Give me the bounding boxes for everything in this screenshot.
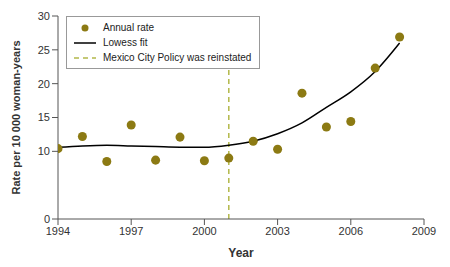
svg-text:2009: 2009 — [412, 225, 436, 237]
svg-text:Rate per 10 000 woman-years: Rate per 10 000 woman-years — [10, 40, 22, 194]
svg-text:0: 0 — [44, 213, 50, 225]
svg-text:25: 25 — [38, 44, 50, 56]
svg-text:1997: 1997 — [119, 225, 143, 237]
svg-text:15: 15 — [38, 111, 50, 123]
svg-text:Year: Year — [228, 246, 254, 259]
svg-text:10: 10 — [38, 145, 50, 157]
html-text:Annual rate: Annual rate — [103, 22, 155, 33]
svg-text:20: 20 — [38, 78, 50, 90]
svg-text:1994: 1994 — [46, 225, 70, 237]
html-text:Lowess fit: Lowess fit — [103, 37, 148, 48]
html-text:Mexico City Policy was reinsta: Mexico City Policy was reinstated — [103, 52, 252, 63]
svg-text:2006: 2006 — [339, 225, 363, 237]
svg-text:2003: 2003 — [265, 225, 289, 237]
svg-text:30: 30 — [38, 10, 50, 22]
svg-text:2000: 2000 — [192, 225, 216, 237]
